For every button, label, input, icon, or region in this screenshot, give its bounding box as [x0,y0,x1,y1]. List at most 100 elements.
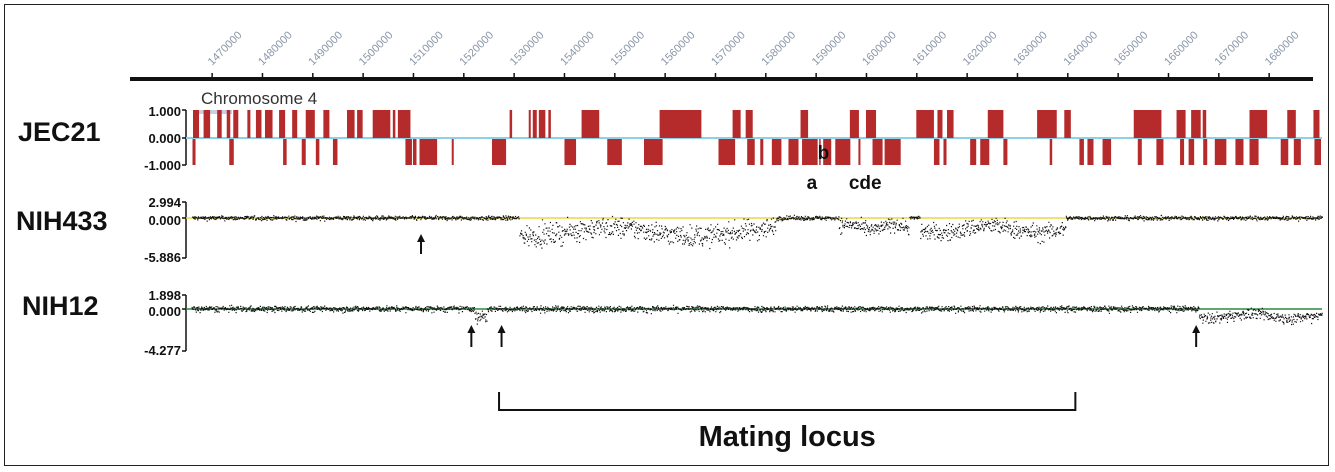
gene-minus-strand [405,139,412,165]
x-tick-label: 1500000 [357,29,396,68]
figure-frame [4,4,1329,466]
gene-minus-strand [835,139,851,165]
gene-plus-strand [217,110,222,138]
gene-plus-strand [392,110,396,138]
gene-minus-strand [970,139,977,165]
x-tick-label: 1600000 [860,29,899,68]
gene-plus-strand [397,110,411,138]
gene-minus-strand [1280,139,1289,165]
gene-minus-strand [451,139,454,165]
track-nih12: NIH12 1.898 0.000 -4.277 [22,288,1323,358]
chromosome-label: Chromosome 4 [201,89,317,108]
x-tick-label: 1680000 [1263,29,1302,68]
gene-minus-strand [332,139,338,165]
x-tick-label: 1660000 [1162,29,1201,68]
x-tick-label: 1650000 [1112,29,1151,68]
gene-minus-strand [229,139,234,165]
gene-minus-strand [301,139,306,165]
position-axis: 1470000 1480000 1490000 1500000 1510000 15200… [130,29,1313,81]
gene-plus-strand [255,110,262,138]
gene-plus-strand [1202,110,1207,138]
gene-minus-strand [718,139,736,165]
gene-minus-strand [315,139,320,165]
y-tick-min-nih433: -5.886 [144,250,181,265]
gene-plus-strand [1313,110,1320,138]
breakpoint-arrow-head [497,325,506,333]
gene-plus-strand [193,110,200,138]
gene-minus-strand [1188,139,1195,165]
track-jec21: JEC21 Chromosome 4 1.000 0.000 -1.000 ab… [18,89,1322,194]
gene-plus-strand [745,110,753,138]
gene-plus-strand [1037,110,1057,138]
gene-minus-strand [644,139,663,165]
gene-plus-strand [233,110,239,138]
gene-plus-strand [849,110,859,138]
gene-minus-strand [943,139,947,165]
y-tick-min-nih12: -4.277 [144,343,181,358]
x-tick-label: 1520000 [457,29,496,68]
y-tick-zero-nih12: 0.000 [148,304,181,319]
gene-label-cde: cde [849,173,882,194]
gene-minus-strand [1214,139,1227,165]
x-tick-label: 1490000 [306,29,345,68]
gene-minus-strand [872,139,883,165]
mating-locus-label: Mating locus [699,421,876,453]
gene-minus-strand [884,139,901,165]
gene-plus-strand [357,110,363,138]
gene-plus-strand [279,110,286,138]
gene-plus-strand [347,110,355,138]
y-tick-max-nih12: 1.898 [148,288,181,303]
gene-plus-strand [247,110,251,138]
gene-minus-strand [823,139,832,165]
gene-minus-strand [607,139,622,165]
gene-plus-strand [1191,110,1201,138]
gene-minus-strand [1102,139,1112,165]
x-tick-label: 1550000 [608,29,647,68]
breakpoint-arrow-head [417,234,426,242]
probe-points-nih433 [192,214,1324,250]
y-tick-zero-nih433: 0.000 [148,213,181,228]
x-tick-label: 1570000 [709,29,748,68]
x-tick-label: 1610000 [910,29,949,68]
gene-plus-strand [659,110,702,138]
gene-plus-strand [509,110,513,138]
y-tick-zero-jec21: 0.000 [148,131,181,146]
mating-locus-bracket: Mating locus [498,392,1077,453]
gene-minus-strand [192,139,196,165]
gene-minus-strand [1003,139,1008,165]
gene-minus-strand [771,139,782,165]
gene-minus-strand [1180,139,1185,165]
track-name-jec21: JEC21 [18,117,101,147]
bracket-line [498,392,1077,411]
gene-plus-strand [538,110,546,138]
x-tick-label: 1470000 [206,29,245,68]
gene-minus-strand [1249,139,1259,165]
gene-plus-strand [732,110,741,138]
chromosome-marker [198,110,232,114]
gene-plus-strand [548,110,551,138]
x-tick-label: 1620000 [961,29,1000,68]
track-nih433: NIH433 2.994 0.000 -5.886 [16,195,1324,265]
y-tick-max-jec21: 1.000 [148,104,181,119]
gene-minus-strand [1203,139,1208,165]
y-tick-min-jec21: -1.000 [144,158,181,173]
gene-plus-strand [581,110,600,138]
gene-plus-strand [987,110,1004,138]
gene-plus-strand [532,110,537,138]
breakpoint-arrow-head [1192,325,1201,333]
gene-plus-strand [305,110,315,138]
x-tick-label: 1580000 [759,29,798,68]
gene-minus-strand [788,139,799,165]
breakpoint-arrow-head [467,325,476,333]
gene-plus-strand [865,110,877,138]
gene-minus-strand [760,139,764,165]
y-tick-max-nih433: 2.994 [148,195,181,210]
gene-plus-strand [916,110,934,138]
x-tick-label: 1480000 [256,29,295,68]
gene-minus-strand [412,139,417,165]
gene-minus-strand [1079,139,1084,165]
x-tick-label: 1540000 [558,29,597,68]
gene-minus-strand [747,139,755,165]
gene-plus-strand [1176,110,1186,138]
